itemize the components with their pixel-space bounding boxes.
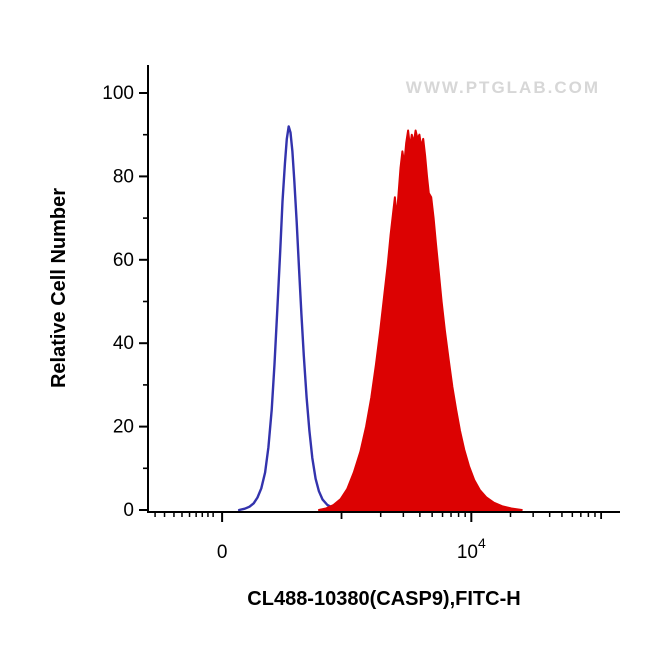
x-tick-label: 104	[457, 535, 486, 563]
y-tick-label: 40	[113, 333, 134, 354]
y-tick-label: 100	[102, 83, 134, 104]
y-tick-label: 0	[123, 500, 134, 521]
series-blue-open-curve	[237, 125, 350, 512]
watermark-text: WWW.PTGLAB.COM	[405, 78, 600, 97]
y-tick-label: 20	[113, 417, 134, 438]
x-tick-label: 0	[217, 542, 228, 563]
x-axis-title: CL488-10380(CASP9),FITC-H	[247, 588, 521, 610]
y-tick-label: 60	[113, 250, 134, 271]
y-tick-label: 80	[113, 166, 134, 187]
series-red-filled-curve	[317, 129, 523, 511]
